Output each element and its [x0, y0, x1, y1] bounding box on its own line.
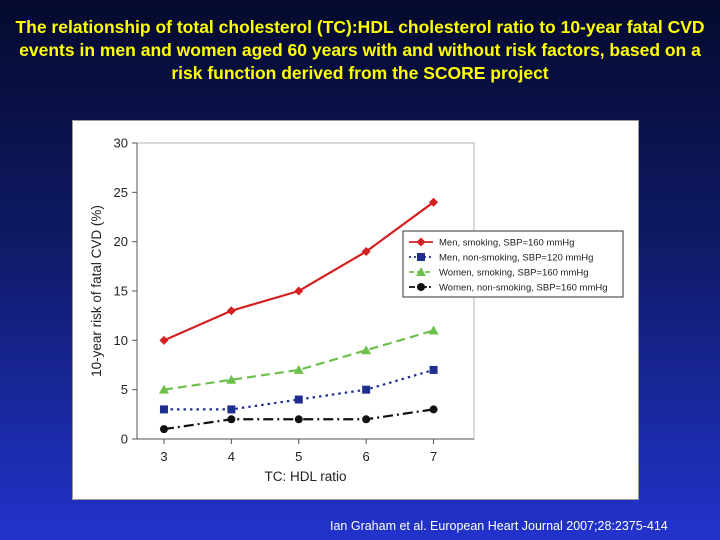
data-point	[294, 286, 304, 296]
data-point	[362, 415, 371, 424]
series-line	[163, 201, 435, 342]
legend-label: Women, smoking, SBP=160 mmHg	[439, 268, 589, 279]
data-point	[429, 197, 439, 207]
data-point	[362, 385, 371, 394]
series-1	[159, 365, 438, 414]
y-tick-label: 25	[114, 185, 128, 200]
x-axis-label: TC: HDL ratio	[264, 469, 346, 484]
x-tick-label: 3	[160, 449, 167, 464]
data-point	[159, 335, 169, 345]
y-tick-label: 0	[121, 432, 128, 447]
data-point	[294, 415, 303, 424]
data-point	[226, 374, 237, 384]
data-point	[227, 415, 236, 424]
y-tick-label: 5	[121, 382, 128, 397]
data-point	[361, 247, 371, 257]
axes-layer: 0 5 10 15 20 25 30 3 4 5 6 7 TC: HDL ratio 10-year ri…	[89, 136, 475, 484]
chart-svg: 0 5 10 15 20 25 30 3 4 5 6 7 TC: HDL ratio 10-year ri…	[89, 136, 624, 484]
slide-title: The relationship of total cholesterol (T…	[15, 17, 705, 83]
y-tick-label: 30	[114, 136, 128, 151]
series-0	[159, 197, 439, 345]
legend-label: Men, non-smoking, SBP=120 mmHg	[439, 253, 593, 264]
series-layer	[158, 197, 439, 434]
x-tick-label: 7	[430, 449, 437, 464]
series-2	[158, 325, 439, 394]
data-point	[294, 395, 303, 404]
legend-label: Men, smoking, SBP=160 mmHg	[439, 238, 574, 249]
legend-marker	[416, 237, 426, 247]
citation: Ian Graham et al. European Heart Journal…	[330, 519, 668, 533]
x-tick-label: 6	[363, 449, 370, 464]
legend-label: Women, non-smoking, SBP=160 mmHg	[439, 283, 608, 294]
chart-panel: 0 5 10 15 20 25 30 3 4 5 6 7 TC: HDL ratio 10-year ri…	[72, 120, 639, 500]
data-point	[361, 345, 372, 355]
x-tick-label: 5	[295, 449, 302, 464]
data-point	[159, 425, 168, 434]
y-tick-label: 20	[114, 234, 128, 249]
legend-marker	[417, 283, 425, 291]
y-tick-label: 15	[114, 284, 128, 299]
legend-layer: Men, smoking, SBP=160 mmHg Men, non-smoki…	[402, 230, 624, 298]
data-point	[227, 405, 236, 414]
legend-box	[402, 230, 624, 298]
data-point	[293, 364, 304, 374]
y-axis-label: 10-year risk of fatal CVD (%)	[89, 205, 104, 377]
x-tick-label: 4	[228, 449, 235, 464]
data-point	[158, 384, 169, 394]
data-point	[428, 325, 439, 335]
legend-marker	[417, 253, 425, 261]
data-point	[226, 306, 236, 316]
data-point	[429, 365, 438, 374]
data-point	[429, 405, 438, 414]
series-3	[159, 405, 438, 434]
data-point	[159, 405, 168, 414]
legend-marker	[416, 267, 426, 276]
series-line	[163, 329, 434, 391]
y-tick-label: 10	[114, 333, 128, 348]
